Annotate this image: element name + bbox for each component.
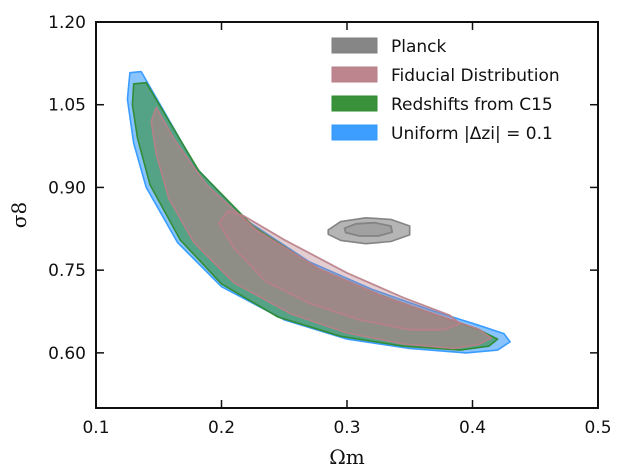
- series-planck: [327, 217, 411, 245]
- legend-label: Fiducial Distribution: [391, 66, 560, 86]
- x-tick-label: 0.4: [459, 418, 486, 438]
- x-axis-label: Ωm: [329, 445, 365, 469]
- y-axis-label: σ8: [7, 202, 31, 228]
- y-tick-label: 1.20: [48, 13, 86, 33]
- legend-swatch-fiducial-distribution: [331, 66, 378, 83]
- contour-planck-inner: [343, 221, 394, 237]
- contours-layer: [126, 70, 511, 354]
- contour-redshifts-from-c15-outer: [131, 81, 499, 351]
- x-tick-label: 0.5: [584, 418, 611, 438]
- y-tick-label: 0.75: [48, 261, 86, 281]
- series-fiducial-distribution: [150, 106, 493, 350]
- legend-swatch-uniform-zi-0-1: [331, 124, 378, 141]
- legend-item: Planck: [331, 37, 447, 57]
- legend-label: Redshifts from C15: [391, 95, 553, 115]
- ticks-layer: 0.1 0.2 0.3 0.4 0.5 0.60 0.75 0.90 1.05 1.20: [48, 13, 611, 438]
- legend-item: Redshifts from C15: [331, 95, 553, 115]
- legend: Planck Fiducial Distribution Redshifts fro…: [331, 37, 560, 144]
- legend-swatch-planck: [331, 37, 378, 54]
- x-tick-label: 0.3: [333, 418, 360, 438]
- contour-planck-outer: [327, 217, 411, 245]
- y-tick-label: 0.90: [48, 178, 86, 198]
- y-tick-label: 0.60: [48, 344, 86, 364]
- legend-item: Fiducial Distribution: [331, 66, 560, 86]
- legend-label: Planck: [391, 37, 447, 57]
- contour-fiducial-distribution-inner: [218, 209, 461, 331]
- legend-item: Uniform |Δzi| = 0.1: [331, 124, 553, 144]
- series-redshifts-from-c15: [131, 81, 499, 351]
- legend-swatch-redshifts-from-c15: [331, 95, 378, 112]
- x-tick-label: 0.2: [208, 418, 235, 438]
- x-tick-label: 0.1: [82, 418, 109, 438]
- y-tick-label: 1.05: [48, 96, 86, 116]
- legend-label: Uniform |Δzi| = 0.1: [391, 124, 553, 144]
